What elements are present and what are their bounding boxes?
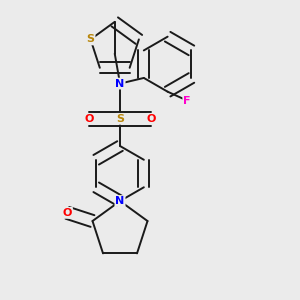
Text: S: S <box>116 114 124 124</box>
Text: N: N <box>116 79 124 88</box>
Text: O: O <box>84 114 94 124</box>
Text: F: F <box>183 95 191 106</box>
Text: S: S <box>87 34 94 44</box>
Text: O: O <box>63 208 72 218</box>
Text: O: O <box>146 114 156 124</box>
Text: N: N <box>116 196 124 206</box>
